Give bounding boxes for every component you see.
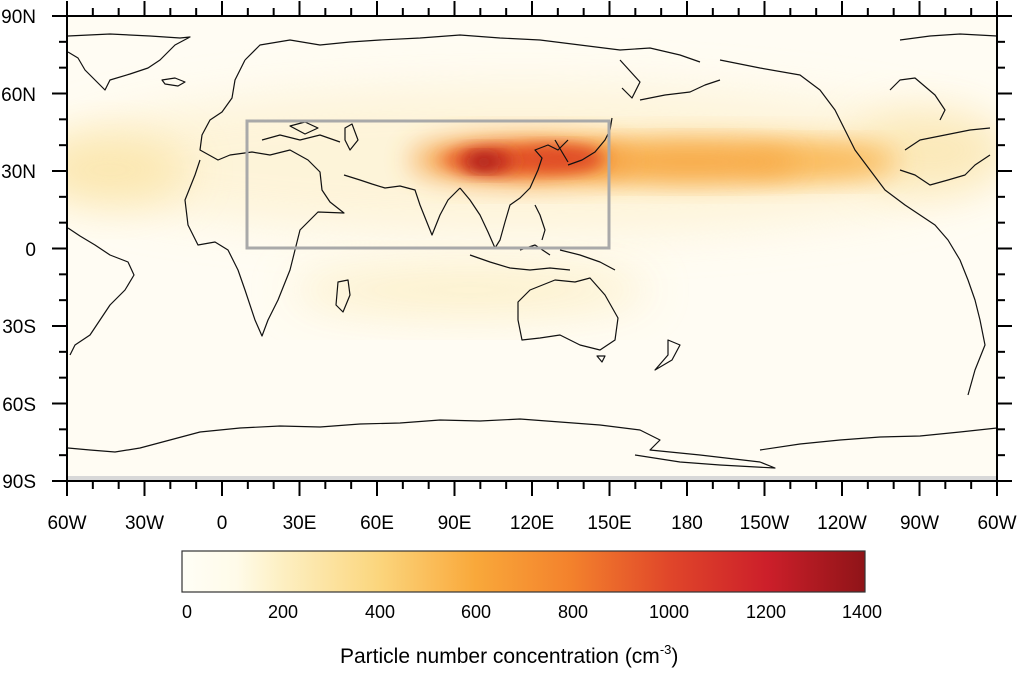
y-label: 30N: [1, 162, 36, 183]
x-label: 90E: [438, 513, 472, 534]
colorbar: 0 200 400 600 800 1000 1200 1400 Particl…: [181, 550, 882, 668]
y-label: 90N: [1, 7, 36, 28]
x-label: 30E: [283, 513, 317, 534]
colorbar-tick: 600: [461, 602, 491, 622]
x-label: 60W: [977, 513, 1016, 534]
colorbar-title: Particle number concentration (cm-3): [340, 642, 678, 668]
colorbar-tick: 200: [268, 602, 298, 622]
y-axis-labels: 90N 60N 30N 0 30S 60S 90S: [1, 7, 36, 493]
x-label: 150W: [740, 513, 790, 534]
colorbar-tick-labels: 0 200 400 600 800 1000 1200 1400: [182, 602, 882, 622]
x-label: 90W: [900, 513, 939, 534]
colorbar-title-main: Particle number concentration (cm: [340, 645, 660, 668]
colorbar-tick: 800: [558, 602, 588, 622]
y-label: 30S: [2, 317, 36, 338]
x-label: 120W: [817, 513, 867, 534]
colorbar-tick: 400: [365, 602, 395, 622]
colorbar-tick: 1400: [842, 602, 882, 622]
colorbar-tick: 1200: [746, 602, 786, 622]
colorbar-tick: 0: [182, 602, 192, 622]
colorbar-tick: 1000: [649, 602, 689, 622]
x-label: 30W: [125, 513, 164, 534]
y-label: 90S: [2, 472, 36, 493]
concentration-field: [67, 16, 997, 481]
axis-ticks: [52, 1, 1012, 496]
colorbar-title-superscript: -3: [660, 642, 672, 657]
x-axis-labels: 60W 30W 0 30E 60E 90E 120E 150E 180 150W…: [47, 513, 1016, 534]
y-label: 0: [25, 240, 36, 261]
colorbar-gradient: [181, 550, 866, 593]
y-label: 60S: [2, 395, 36, 416]
colorbar-title-end: ): [671, 645, 678, 668]
x-label: 60E: [360, 513, 394, 534]
x-label: 180: [671, 513, 703, 534]
coastlines: [67, 33, 997, 469]
x-label: 0: [217, 513, 228, 534]
region-box: [245, 119, 611, 250]
x-label: 120E: [510, 513, 554, 534]
x-label: 150E: [587, 513, 631, 534]
x-label: 60W: [47, 513, 86, 534]
y-label: 60N: [1, 85, 36, 106]
